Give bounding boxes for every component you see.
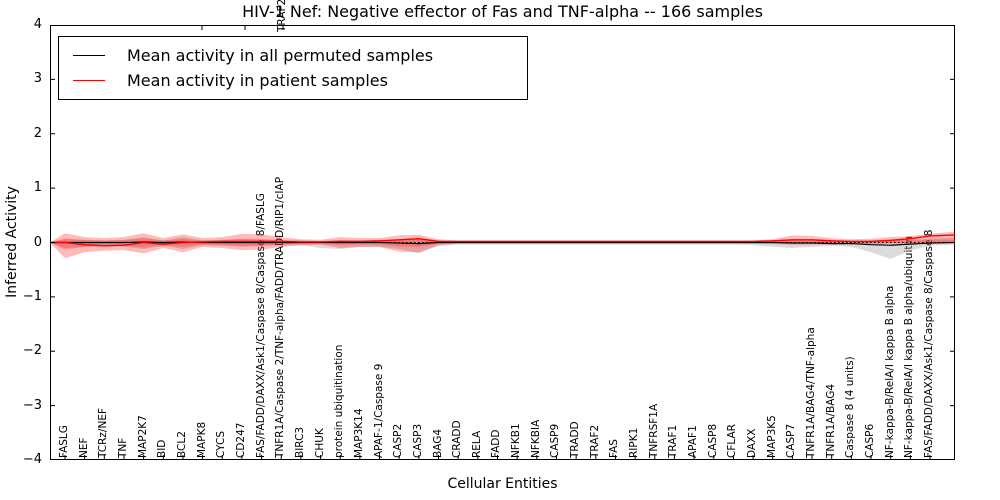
y-tick-label: −2 [22,343,42,359]
y-tick-label: −4 [22,452,42,467]
legend-item-patient: Mean activity in patient samples [73,68,521,93]
red-line-sample-icon [73,80,105,81]
y-tick-label: 4 [33,17,42,32]
legend-item-permuted: Mean activity in all permuted samples [73,43,521,68]
y-tick-label: 3 [33,71,42,87]
legend-label: Mean activity in patient samples [127,71,388,90]
axis-tick-marks [50,25,955,460]
x-axis-title: Cellular Entities [447,476,558,492]
y-axis-title: Inferred Activity [4,186,20,298]
y-tick-label: −3 [22,397,42,413]
y-tick-label: −1 [22,288,42,304]
legend-label: Mean activity in all permuted samples [127,46,434,65]
patient-mean-line [50,234,955,247]
legend: Mean activity in all permuted samples Me… [58,36,528,100]
y-tick-label: 1 [33,180,42,196]
patient-range-band-inner [50,237,955,250]
black-line-sample-icon [73,55,105,56]
chart-canvas [50,25,955,460]
chart-title: HIV-1 Nef: Negative effector of Fas and … [242,2,763,21]
patient-range-band [50,231,955,259]
y-tick-label: 2 [33,125,42,141]
y-tick-label: 0 [33,234,42,250]
